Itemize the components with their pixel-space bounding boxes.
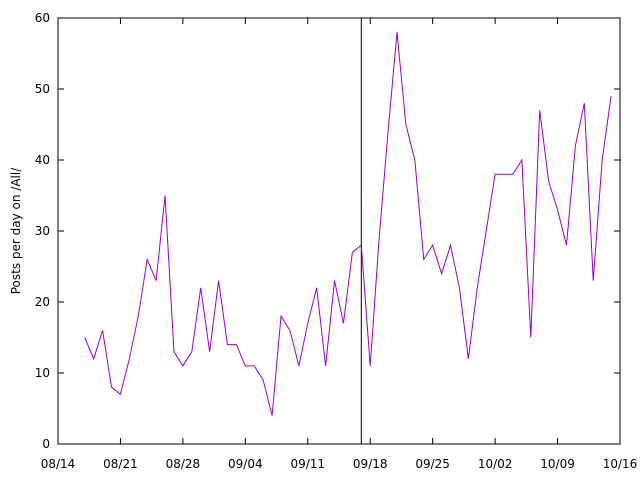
y-tick-label: 20 [35,295,50,309]
y-tick-label: 50 [35,82,50,96]
y-tick-label: 60 [35,11,50,25]
y-tick-label: 40 [35,153,50,167]
plot-frame [57,17,621,445]
y-tick-label: 0 [42,437,50,451]
x-tick-label: 08/21 [103,457,138,471]
x-tick-label: 08/14 [41,457,76,471]
series-line [84,32,612,416]
x-tick-label: 08/28 [166,457,201,471]
x-tick-label: 09/11 [290,457,325,471]
x-tick-label: 10/02 [478,457,513,471]
x-tick-label: 10/09 [540,457,575,471]
x-tick-label: 09/18 [353,457,388,471]
x-tick-label: 09/25 [415,457,450,471]
y-tick-label: 10 [35,366,50,380]
x-tick-label: 09/04 [228,457,263,471]
x-tick-label: 10/16 [603,457,638,471]
y-axis-ticks: 0 10 20 30 40 50 60 [35,11,620,451]
y-axis-title: Posts per day on /All/ [9,167,23,294]
x-axis-ticks: 08/14 08/21 08/28 09/04 09/11 09/18 09/25 10/02… [41,18,638,471]
y-tick-label: 30 [35,224,50,238]
